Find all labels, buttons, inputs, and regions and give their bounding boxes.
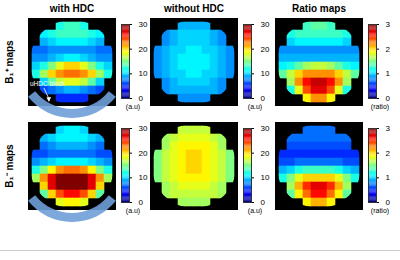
svg-text:30: 30: [261, 124, 270, 133]
html-text:B₁⁻ maps: B₁⁻ maps: [4, 144, 15, 188]
svg-text:3: 3: [386, 20, 391, 29]
svg-text:1: 1: [386, 173, 391, 182]
svg-text:3: 3: [386, 124, 391, 133]
svg-text:20: 20: [139, 149, 148, 158]
svg-text:20: 20: [261, 149, 270, 158]
html-text:B₁⁺ maps: B₁⁺ maps: [4, 40, 15, 84]
html-text:(ratio): (ratio): [370, 103, 390, 110]
html-text:(a.u): (a.u): [247, 207, 263, 214]
html-text:(ratio): (ratio): [370, 207, 390, 214]
html-text:without HDC: without HDC: [164, 3, 224, 14]
svg-text:20: 20: [139, 45, 148, 54]
svg-text:0: 0: [386, 94, 391, 103]
html-text:(a.u): (a.u): [125, 103, 141, 110]
svg-text:0: 0: [139, 94, 144, 103]
html-text:with HDC: with HDC: [49, 3, 95, 14]
svg-text:0: 0: [261, 198, 266, 207]
html-text:(a.u): (a.u): [125, 207, 141, 214]
svg-text:30: 30: [139, 124, 148, 133]
svg-text:10: 10: [261, 173, 270, 182]
svg-text:0: 0: [386, 198, 391, 207]
svg-text:30: 30: [139, 20, 148, 29]
svg-text:2: 2: [386, 45, 391, 54]
svg-text:30: 30: [261, 20, 270, 29]
svg-text:0: 0: [261, 94, 266, 103]
svg-text:20: 20: [261, 45, 270, 54]
html-text:(a.u): (a.u): [247, 103, 263, 110]
svg-text:2: 2: [386, 149, 391, 158]
svg-text:10: 10: [261, 69, 270, 78]
svg-text:10: 10: [139, 69, 148, 78]
html-text:Ratio maps: Ratio maps: [292, 3, 346, 14]
svg-text:10: 10: [139, 173, 148, 182]
svg-text:1: 1: [386, 69, 391, 78]
svg-text:0: 0: [139, 198, 144, 207]
svg-text:uHDC block: uHDC block: [30, 80, 65, 87]
